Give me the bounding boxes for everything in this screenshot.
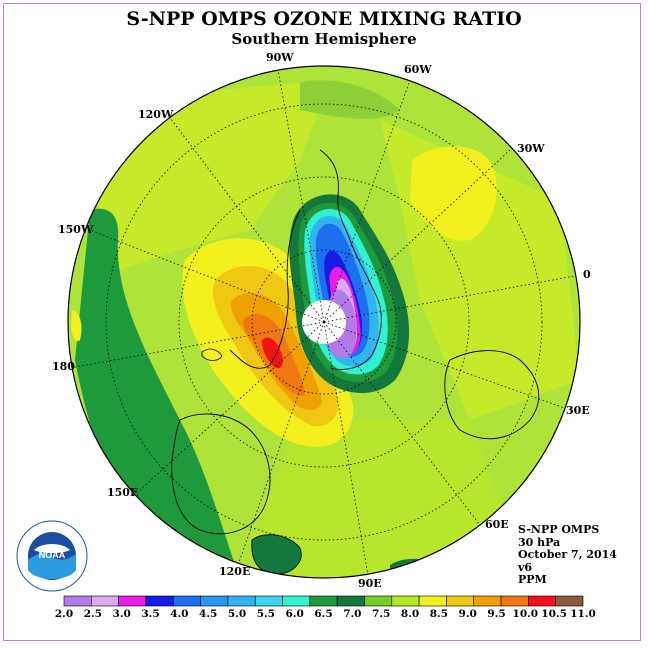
lon-label-60w: 60W xyxy=(404,63,432,76)
lon-label-30w: 30W xyxy=(517,142,545,155)
colorbar-tick-label: 8.0 xyxy=(400,608,420,620)
info-version: v6 xyxy=(518,560,533,574)
lon-label-180: 180 xyxy=(52,360,75,373)
lon-label-60e: 60E xyxy=(485,518,509,531)
colorbar-tick-label: 5.5 xyxy=(256,608,275,620)
colorbar-tick-label: 6.0 xyxy=(285,608,304,620)
lon-label-120w: 120W xyxy=(138,108,174,121)
lon-label-120e: 120E xyxy=(219,565,251,578)
lon-label-150e: 150E xyxy=(107,486,139,499)
page-title: S-NPP OMPS OZONE MIXING RATIO xyxy=(126,8,522,30)
colorbar-tick-label: 7.5 xyxy=(372,608,391,620)
page-frame xyxy=(3,3,641,641)
info-units: PPM xyxy=(518,573,547,586)
info-panel: S-NPP OMPS 30 hPa October 7, 2014 v6 PPM xyxy=(518,523,617,587)
colorbar-tick-label: 7.0 xyxy=(343,608,362,620)
colorbar-tick-label: 10.5 xyxy=(541,608,567,620)
colorbar-tick-label: 3.0 xyxy=(112,608,131,620)
noaa-logo: NOAA xyxy=(16,520,88,592)
info-product: S-NPP OMPS xyxy=(518,523,600,536)
lon-label-0: 0 xyxy=(583,268,591,281)
page-subtitle: Southern Hemisphere xyxy=(231,30,417,48)
colorbar-tick-label: 2.0 xyxy=(54,608,74,620)
colorbar-tick-label: 11.0 xyxy=(570,608,596,620)
lon-label-90e: 90E xyxy=(358,577,382,590)
colorbar-tick-label: 3.5 xyxy=(141,608,160,620)
colorbar-tick-label: 4.5 xyxy=(199,608,218,620)
colorbar-tick-label: 2.5 xyxy=(83,608,102,620)
lon-label-150w: 150W xyxy=(58,223,94,236)
lon-label-30e: 30E xyxy=(566,404,590,417)
info-date: October 7, 2014 xyxy=(518,548,617,561)
colorbar-tick-label: 5.0 xyxy=(227,608,247,620)
colorbar-tick-label: 10.0 xyxy=(512,608,539,620)
logo-text: NOAA xyxy=(39,550,66,560)
lon-label-90w: 90W xyxy=(266,51,294,64)
info-level: 30 hPa xyxy=(518,535,561,549)
colorbar-tick-label: 9.5 xyxy=(487,608,506,620)
colorbar-tick-label: 8.5 xyxy=(429,608,448,620)
colorbar-tick-label: 9.0 xyxy=(458,608,477,620)
map-disc xyxy=(68,66,580,578)
colorbar-tick-label: 6.5 xyxy=(314,608,333,620)
colorbar-tick-label: 4.0 xyxy=(170,608,189,620)
